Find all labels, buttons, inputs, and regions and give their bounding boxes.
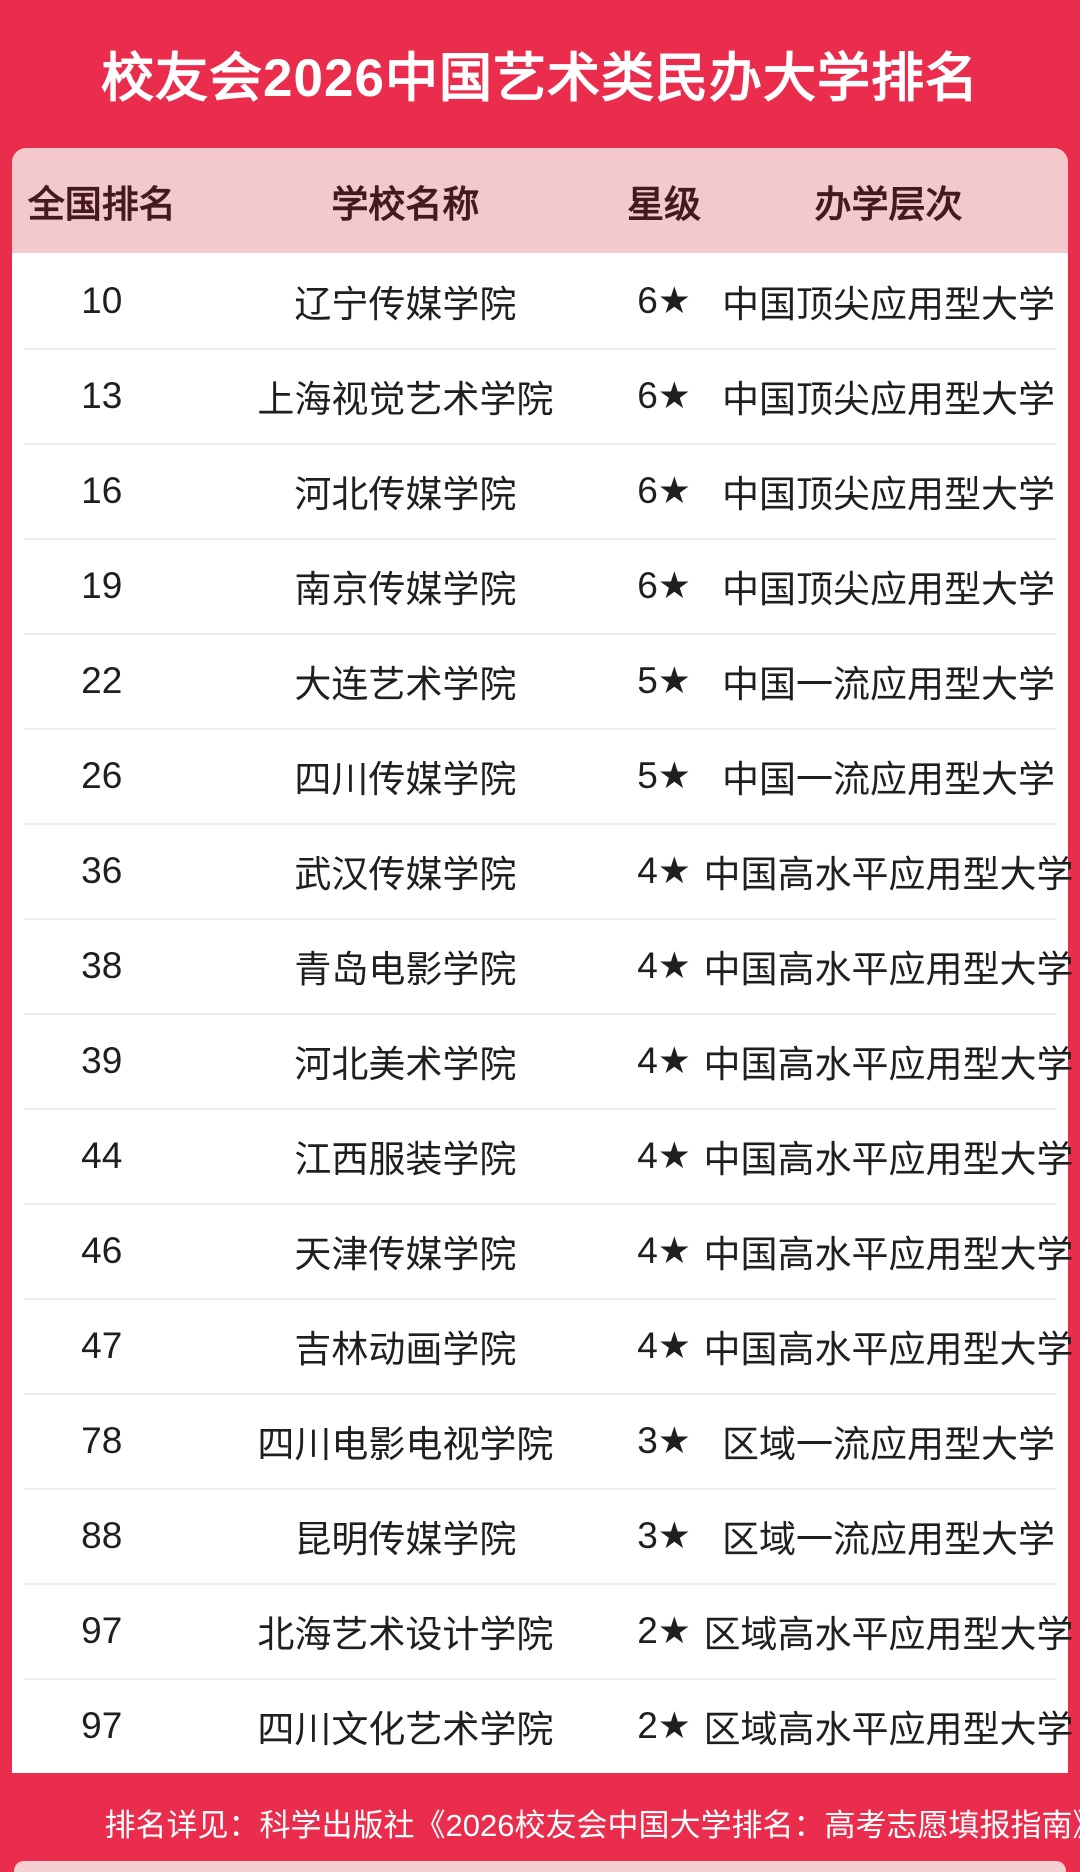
table-row: 46 天津传媒学院 4★ 中国高水平应用型大学 <box>12 1203 1074 1298</box>
level-cell: 中国顶尖应用型大学 <box>721 283 1055 325</box>
table-row: 88 昆明传媒学院 3★ 区域一流应用型大学 <box>12 1488 1068 1583</box>
star-rating-cell: 2★ <box>637 1610 691 1651</box>
rank-cell: 97 <box>81 1609 123 1651</box>
rank-cell: 13 <box>81 374 123 416</box>
rank-cell: 26 <box>81 754 123 796</box>
school-name-cell: 四川电影电视学院 <box>257 1423 554 1465</box>
table-row: 44 江西服装学院 4★ 中国高水平应用型大学 <box>12 1108 1074 1203</box>
level-cell: 中国一流应用型大学 <box>721 758 1055 800</box>
table-row: 26 四川传媒学院 5★ 中国一流应用型大学 <box>12 728 1068 823</box>
level-cell: 中国顶尖应用型大学 <box>721 473 1055 515</box>
school-name-cell: 辽宁传媒学院 <box>294 283 517 325</box>
ranking-table: 全国排名 学校名称 星级 办学层次 10 辽宁传媒学院 6★ 中国顶尖应用型大学… <box>12 148 1074 1773</box>
level-cell: 中国高水平应用型大学 <box>703 1138 1074 1180</box>
school-name-cell: 大连艺术学院 <box>294 663 517 705</box>
footer: 排名详见：科学出版社《2026校友会中国大学排名：高考志愿填报指南》 <box>0 1773 1080 1872</box>
school-name-cell: 上海视觉艺术学院 <box>257 378 554 420</box>
level-cell: 区域高水平应用型大学 <box>703 1708 1074 1750</box>
title-banner: 校友会2026中国艺术类民办大学排名 <box>0 0 1080 148</box>
table-row: 47 吉林动画学院 4★ 中国高水平应用型大学 <box>12 1298 1074 1393</box>
col-header-school: 学校名称 <box>331 183 480 225</box>
table-row: 97 四川文化艺术学院 2★ 区域高水平应用型大学 <box>12 1678 1074 1773</box>
rank-cell: 47 <box>81 1324 123 1366</box>
star-rating-cell: 3★ <box>637 1420 691 1461</box>
star-rating-cell: 4★ <box>637 1230 691 1271</box>
level-cell: 中国高水平应用型大学 <box>703 948 1074 990</box>
page-title: 校友会2026中国艺术类民办大学排名 <box>101 49 979 108</box>
star-rating-cell: 4★ <box>637 1325 691 1366</box>
star-rating-cell: 4★ <box>637 945 691 986</box>
star-rating-cell: 6★ <box>637 565 691 606</box>
school-name-cell: 天津传媒学院 <box>294 1233 517 1275</box>
level-cell: 区域一流应用型大学 <box>721 1423 1055 1465</box>
col-header-rank: 全国排名 <box>27 183 176 225</box>
rank-cell: 38 <box>81 944 123 986</box>
school-name-cell: 青岛电影学院 <box>294 948 517 990</box>
rank-cell: 97 <box>81 1704 123 1746</box>
star-rating-cell: 5★ <box>637 660 691 701</box>
rank-cell: 78 <box>81 1419 123 1461</box>
level-cell: 区域高水平应用型大学 <box>703 1613 1074 1655</box>
level-cell: 中国顶尖应用型大学 <box>721 568 1055 610</box>
rank-cell: 44 <box>81 1134 123 1176</box>
table-row: 16 河北传媒学院 6★ 中国顶尖应用型大学 <box>12 443 1068 538</box>
school-name-cell: 吉林动画学院 <box>294 1328 517 1370</box>
level-cell: 中国高水平应用型大学 <box>703 1233 1074 1275</box>
footer-note: 排名详见：科学出版社《2026校友会中国大学排名：高考志愿填报指南》 <box>104 1808 1080 1843</box>
rank-cell: 46 <box>81 1229 123 1271</box>
level-cell: 中国顶尖应用型大学 <box>721 378 1055 420</box>
table-row: 97 北海艺术设计学院 2★ 区域高水平应用型大学 <box>12 1583 1074 1678</box>
star-rating-cell: 4★ <box>637 1135 691 1176</box>
table-row: 38 青岛电影学院 4★ 中国高水平应用型大学 <box>12 918 1074 1013</box>
school-name-cell: 河北美术学院 <box>294 1043 517 1085</box>
table-row: 19 南京传媒学院 6★ 中国顶尖应用型大学 <box>12 538 1068 633</box>
star-rating-cell: 3★ <box>637 1515 691 1556</box>
star-rating-cell: 2★ <box>637 1705 691 1746</box>
table-header-row: 全国排名 学校名称 星级 办学层次 <box>12 148 1068 253</box>
next-card-peek <box>14 1861 1066 1872</box>
star-rating-cell: 6★ <box>637 280 691 321</box>
level-cell: 中国高水平应用型大学 <box>703 1043 1074 1085</box>
rank-cell: 36 <box>81 849 123 891</box>
star-rating-cell: 4★ <box>637 850 691 891</box>
rank-cell: 39 <box>81 1039 123 1081</box>
table-row: 78 四川电影电视学院 3★ 区域一流应用型大学 <box>12 1393 1068 1488</box>
level-cell: 中国高水平应用型大学 <box>703 853 1074 895</box>
rank-cell: 10 <box>81 279 123 321</box>
school-name-cell: 昆明传媒学院 <box>294 1518 517 1560</box>
school-name-cell: 江西服装学院 <box>294 1138 517 1180</box>
school-name-cell: 武汉传媒学院 <box>294 853 517 895</box>
level-cell: 中国高水平应用型大学 <box>703 1328 1074 1370</box>
col-header-level: 办学层次 <box>814 183 963 225</box>
school-name-cell: 四川文化艺术学院 <box>257 1708 554 1750</box>
table-row: 39 河北美术学院 4★ 中国高水平应用型大学 <box>12 1013 1074 1108</box>
star-rating-cell: 6★ <box>637 470 691 511</box>
star-rating-cell: 4★ <box>637 1040 691 1081</box>
level-cell: 区域一流应用型大学 <box>721 1518 1055 1560</box>
school-name-cell: 河北传媒学院 <box>294 473 517 515</box>
table-row: 22 大连艺术学院 5★ 中国一流应用型大学 <box>12 633 1068 728</box>
rank-cell: 22 <box>81 659 123 701</box>
star-rating-cell: 5★ <box>637 755 691 796</box>
rank-cell: 88 <box>81 1514 123 1556</box>
col-header-star: 星级 <box>627 183 702 225</box>
table-row: 10 辽宁传媒学院 6★ 中国顶尖应用型大学 <box>12 253 1068 348</box>
table-row: 36 武汉传媒学院 4★ 中国高水平应用型大学 <box>12 823 1074 918</box>
school-name-cell: 北海艺术设计学院 <box>257 1613 554 1655</box>
rank-cell: 19 <box>81 564 123 606</box>
table-row: 13 上海视觉艺术学院 6★ 中国顶尖应用型大学 <box>12 348 1068 443</box>
rank-cell: 16 <box>81 469 123 511</box>
school-name-cell: 四川传媒学院 <box>294 758 517 800</box>
table-body: 10 辽宁传媒学院 6★ 中国顶尖应用型大学 13 上海视觉艺术学院 6★ 中国… <box>12 253 1074 1773</box>
school-name-cell: 南京传媒学院 <box>294 568 517 610</box>
level-cell: 中国一流应用型大学 <box>721 663 1055 705</box>
star-rating-cell: 6★ <box>637 375 691 416</box>
